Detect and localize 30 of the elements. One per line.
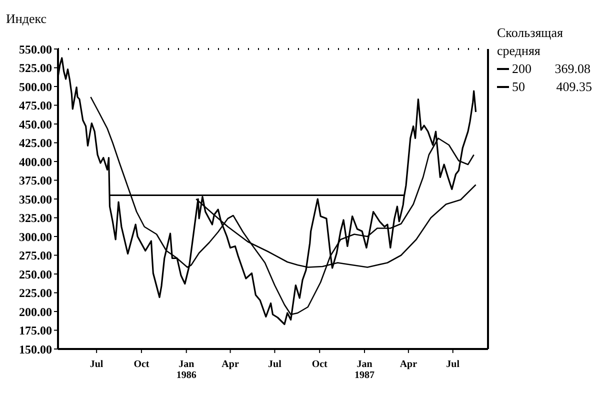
x-tick-label: Apr: [222, 359, 240, 370]
y-tick-label: 300.00: [19, 230, 52, 244]
legend-label: 200 369.08: [512, 60, 590, 78]
y-tick-label: 350.00: [19, 192, 52, 206]
y-tick-label: 200.00: [19, 304, 52, 319]
x-tick-label: Jul: [268, 359, 282, 370]
y-tick-label: 500.00: [19, 80, 52, 94]
x-tick-label: Apr: [400, 359, 418, 370]
y-tick-label: 175.00: [19, 324, 52, 338]
y-axis-title: Индекс: [6, 11, 46, 27]
y-tick-label: 150.00: [19, 342, 52, 356]
y-tick-label: 475.00: [19, 98, 52, 113]
legend-title: Скользящая средняя: [497, 24, 564, 60]
y-tick-label: 450.00: [19, 117, 52, 132]
y-tick-label: 550.00: [19, 42, 52, 56]
y-tick-label: 400.00: [19, 154, 52, 169]
y-tick-label: 375.00: [19, 174, 52, 188]
y-tick-label: 425.00: [19, 136, 52, 150]
y-tick-label: 275.00: [19, 248, 52, 263]
legend-label: 50 409.35: [512, 78, 592, 96]
x-tick-label: Jul: [446, 359, 460, 370]
x-tick-label: Jan 1987: [354, 359, 375, 381]
y-tick-label: 250.00: [19, 267, 52, 282]
x-tick-label: Jan 1986: [176, 359, 196, 381]
y-tick-label: 225.00: [19, 286, 52, 300]
x-tick-label: Oct: [134, 359, 150, 370]
y-tick-label: 525.00: [19, 61, 52, 76]
x-tick-label: Oct: [312, 359, 328, 370]
x-tick-label: Jul: [90, 359, 104, 370]
y-tick-label: 325.00: [19, 211, 52, 226]
